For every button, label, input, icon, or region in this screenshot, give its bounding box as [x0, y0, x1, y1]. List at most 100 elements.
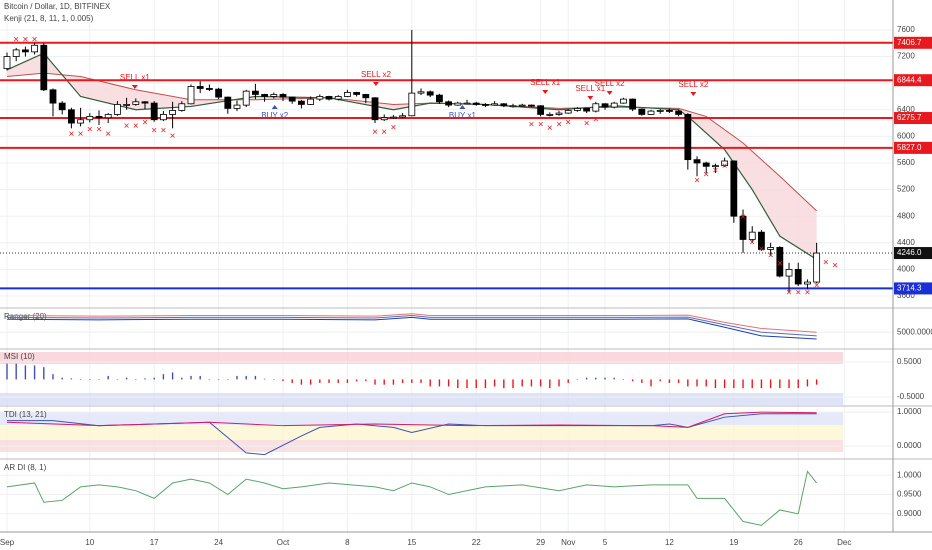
msi-bar: [797, 379, 799, 389]
msi-bar: [475, 379, 477, 389]
candle-body: [77, 119, 84, 124]
signal-marker: ×: [786, 287, 792, 298]
msi-bar: [227, 379, 229, 380]
msi-bar: [677, 379, 680, 383]
level-tag: [894, 141, 932, 154]
msi-bar: [392, 379, 395, 385]
candle-body: [3, 56, 11, 69]
signal-marker: ×: [777, 259, 783, 270]
candle-body: [794, 269, 802, 285]
signal-marker: ×: [13, 35, 19, 46]
x-tick-label: 12: [665, 538, 674, 547]
msi-bar: [365, 379, 367, 382]
candle-body: [261, 94, 269, 97]
plot: × × ×× × × × ×× × ×× × × × × × × × × × × × ××× × ××××××× × ××× ×S…: [0, 0, 932, 532]
msi-bar: [245, 375, 247, 380]
msi-bar: [291, 379, 293, 383]
msi-bar: [355, 379, 358, 382]
candle-body: [224, 96, 232, 109]
signal-marker: ×: [96, 124, 102, 135]
candle-body: [509, 105, 517, 108]
y-tick-label: 4000: [897, 265, 915, 274]
candle-body: [215, 88, 223, 98]
candle-body: [104, 114, 112, 119]
x-tick-label: Sep: [0, 538, 15, 547]
candle-body: [500, 103, 508, 107]
x-tick-label: 15: [407, 538, 416, 547]
candle-body: [21, 49, 29, 53]
y-tick-label: 1.0000: [897, 407, 922, 416]
signal-label: SELL x1: [530, 78, 560, 87]
panel-zone: [0, 412, 843, 425]
candle-body: [353, 92, 361, 95]
y-tick-label: 7600: [897, 25, 915, 34]
signal-arrow: [690, 91, 697, 96]
msi-bar: [733, 379, 735, 389]
msi-bar: [530, 379, 533, 387]
msi-bar: [668, 379, 671, 383]
msi-bar: [512, 379, 514, 389]
indicator-line: [6, 313, 817, 333]
panel-title: AR DI (8, 1): [4, 463, 47, 472]
candle-body: [546, 114, 554, 116]
candle-body: [721, 160, 729, 167]
y-tick-label: 6000: [897, 131, 915, 140]
y-tick-label: 5200: [897, 185, 915, 194]
x-tick-label: 19: [729, 538, 738, 547]
x-tick-label: Oct: [277, 538, 290, 547]
signal-arrow: [587, 95, 594, 100]
y-tick-label: 0.0000: [897, 441, 922, 450]
msi-bar: [15, 363, 17, 380]
msi-bar: [282, 379, 284, 382]
msi-bar: [70, 378, 73, 380]
last-price-tag: [894, 247, 932, 260]
candle-body: [592, 103, 600, 112]
msi-bar: [236, 375, 238, 380]
candle-body: [270, 94, 278, 97]
candle-body: [58, 102, 66, 111]
signal-marker: ×: [694, 176, 700, 187]
candle-body: [436, 94, 443, 103]
signal-marker: ×: [759, 244, 765, 255]
candle-body: [730, 160, 738, 217]
candle-body: [371, 97, 379, 121]
panel-title: Ranger (20): [4, 312, 47, 321]
signal-marker: ×: [32, 35, 38, 46]
msi-bar: [33, 365, 36, 380]
msi-bar: [779, 379, 781, 389]
candle-body: [463, 102, 471, 105]
signal-marker: ×: [713, 166, 719, 177]
msi-bar: [171, 372, 174, 380]
candle-body: [132, 101, 140, 105]
candle-body: [675, 110, 683, 115]
msi-bar: [595, 377, 597, 380]
y-tick-label: 6400: [897, 105, 915, 114]
level-label: 6844.4: [897, 75, 922, 84]
x-tick-label: 24: [214, 538, 223, 547]
signal-label: SELL x2: [361, 70, 391, 79]
signal-marker: ×: [124, 121, 130, 132]
msi-bar: [61, 377, 63, 380]
signal-marker: ×: [768, 251, 774, 262]
signal-arrow: [606, 90, 613, 95]
signal-marker: ×: [556, 120, 562, 131]
msi-bar: [263, 378, 266, 380]
signal-marker: ×: [142, 118, 148, 129]
candle-body: [187, 86, 195, 105]
signal-marker: ×: [593, 114, 599, 125]
candle-body: [31, 44, 38, 53]
panel-zone: [0, 425, 843, 440]
candle-body: [638, 108, 646, 115]
signal-marker: ×: [151, 126, 157, 137]
msi-bar: [125, 377, 128, 380]
candle-body: [344, 92, 351, 97]
msi-bar: [429, 379, 431, 387]
msi-bar: [751, 379, 753, 389]
msi-bar: [696, 379, 698, 387]
y-tick-label: 0.9500: [897, 490, 922, 499]
msi-bar: [539, 379, 542, 387]
msi-bar: [558, 379, 560, 387]
msi-bar: [604, 377, 606, 380]
x-tick-label: 17: [150, 538, 159, 547]
